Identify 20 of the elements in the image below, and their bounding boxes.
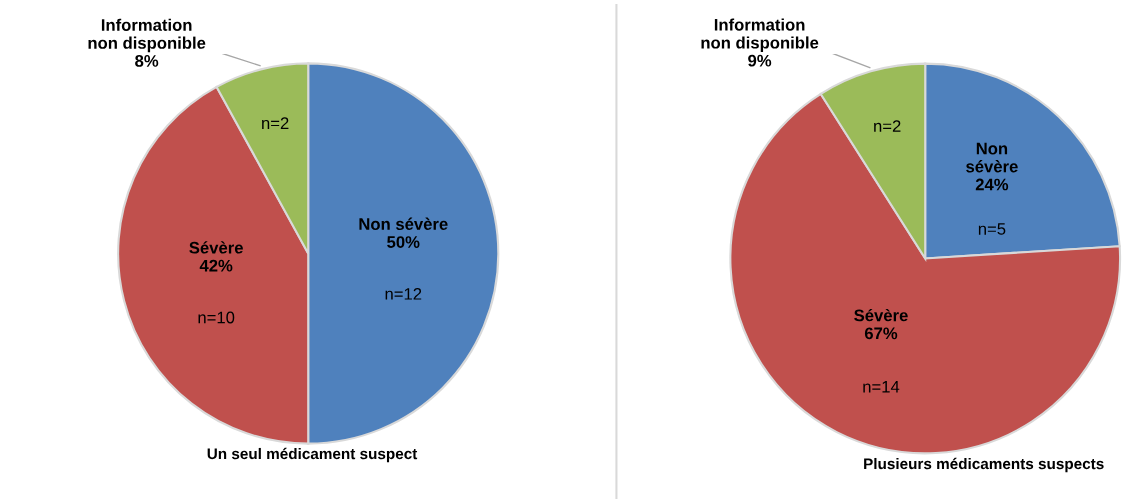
text: n=12 [385,287,422,300]
data-label: 24% [975,178,1009,191]
text: n=2 [874,120,901,132]
data-label: 50% [387,236,420,248]
slice-label: Non sévère [359,217,448,230]
slice-label: Sévère [854,308,908,322]
text: n=5 [978,223,1006,235]
slice-label: Information non disponible [88,18,206,53]
text: n=10 [198,311,235,324]
data-label: 67% [864,327,898,340]
text: n=14 [863,381,900,393]
text: n=2 [262,117,289,129]
data-label: 42% [199,259,233,272]
slice-label: Sévère [189,241,243,254]
text: Un seul médicament suspect [207,447,418,463]
data-label: 8% [135,55,159,67]
slice-label: Information non disponible [701,18,819,52]
text: Plusieurs médicaments suspects [864,457,1104,473]
data-label: 9% [748,54,772,67]
slice-label: Non sévère [966,142,1018,173]
